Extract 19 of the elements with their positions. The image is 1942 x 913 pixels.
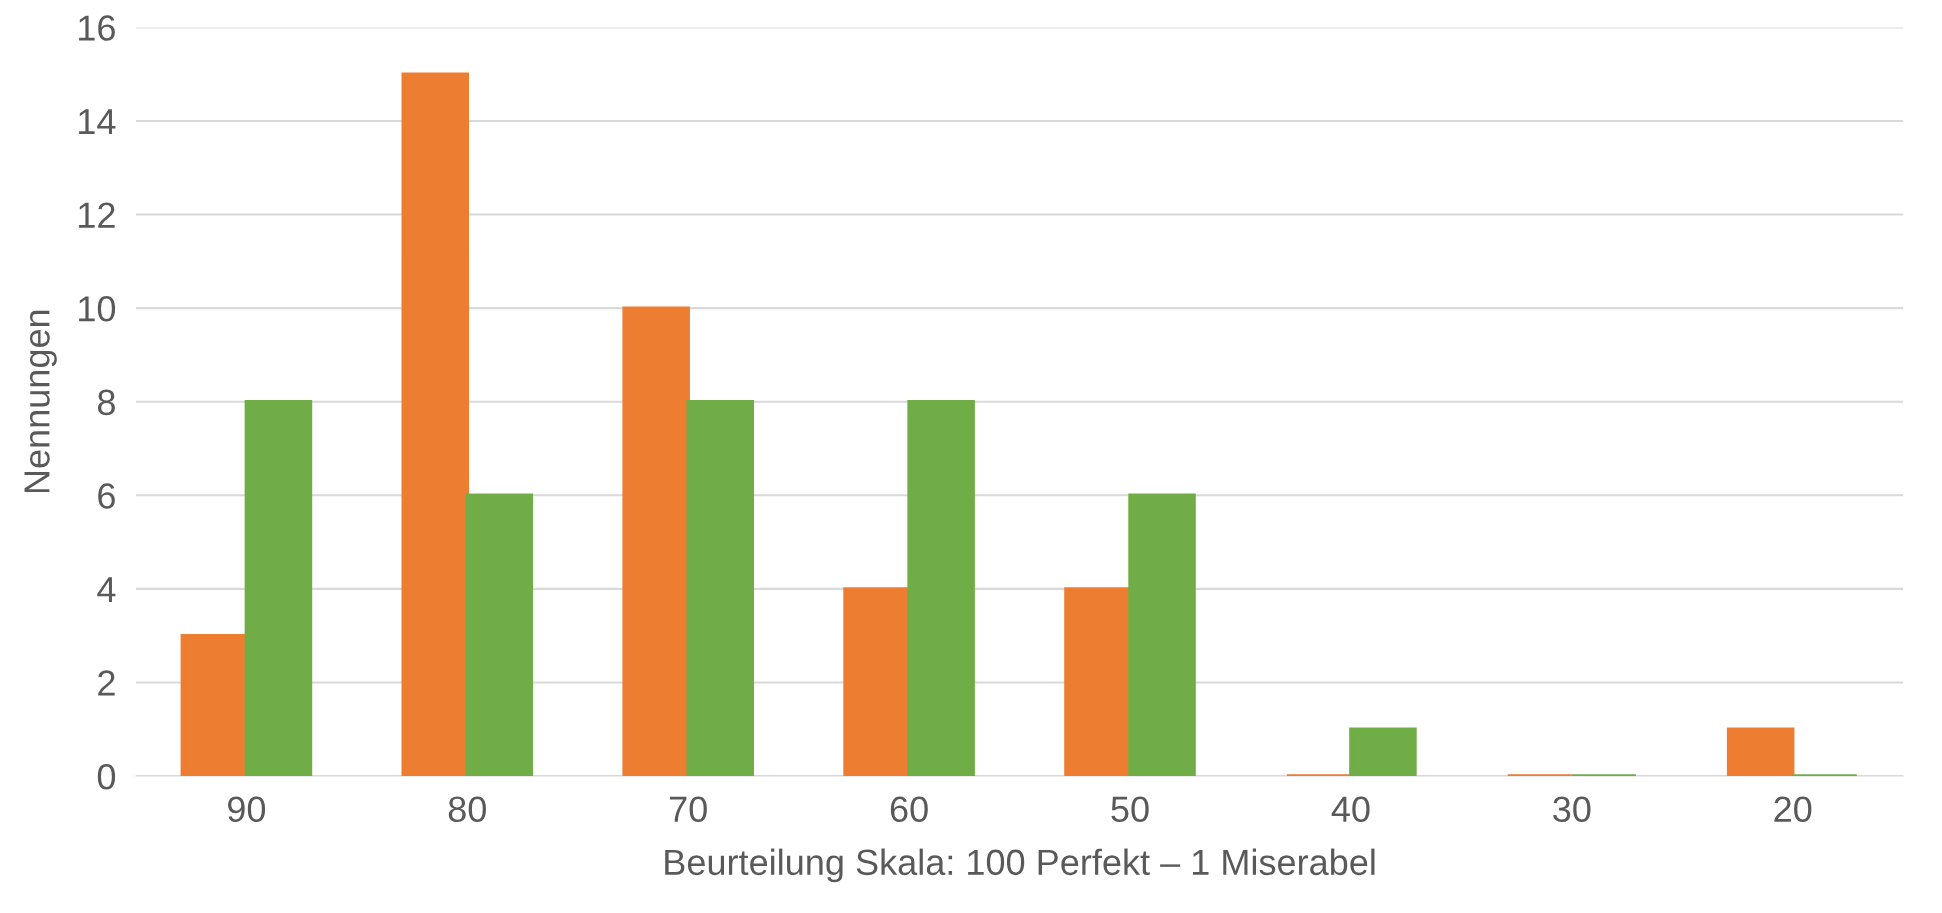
y-tick-label: 2 — [98, 670, 115, 696]
y-tick-label: 10 — [79, 296, 116, 322]
x-tick-label: 20 — [1774, 796, 1812, 823]
y-tick-label: 4 — [97, 577, 116, 602]
x-tick-label: 30 — [1553, 796, 1591, 823]
y-tick-label: 6 — [98, 483, 115, 509]
x-tick-label: 80 — [448, 796, 486, 823]
y-tick-label: 8 — [97, 389, 115, 416]
y-tick-label: 14 — [79, 109, 116, 135]
x-tick-label: 60 — [890, 796, 928, 823]
y-tick-label: 16 — [79, 15, 115, 41]
y-axis-title: Nennungen — [24, 310, 57, 493]
x-tick-label: 40 — [1331, 796, 1370, 823]
x-tick-label: 90 — [228, 796, 266, 823]
x-axis-title: Beurteilung Skala: 100 Perfekt – 1 Miserabel — [665, 848, 1375, 883]
x-tick-label: 70 — [669, 796, 707, 823]
x-tick-label: 50 — [1111, 796, 1149, 823]
y-tick-label: 0 — [97, 763, 116, 790]
y-tick-label: 12 — [79, 202, 115, 228]
